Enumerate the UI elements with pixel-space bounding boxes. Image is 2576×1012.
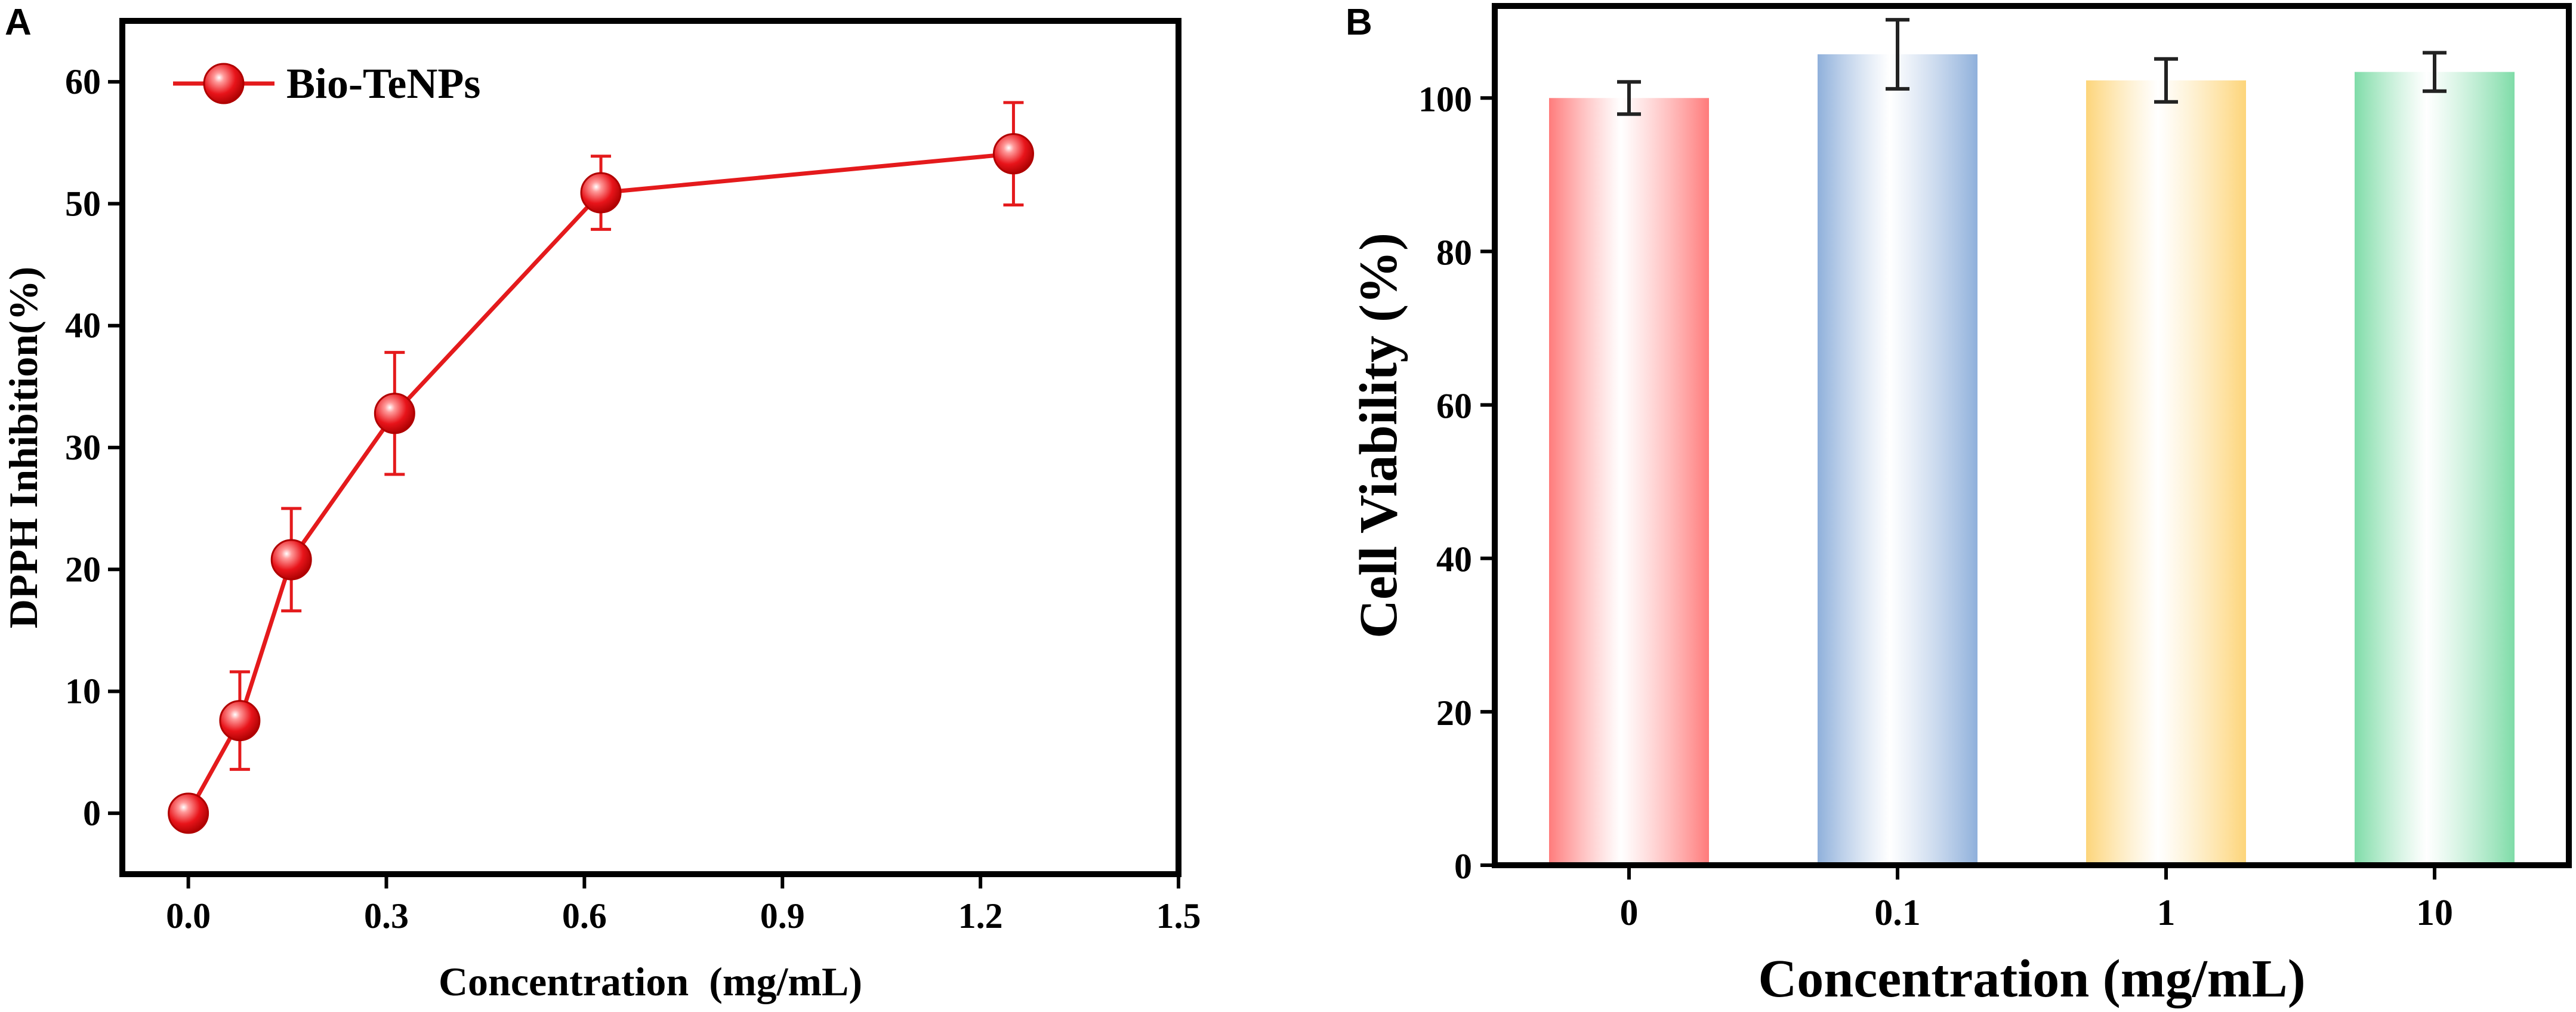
x-tick-label: 0.9 — [760, 896, 805, 936]
data-point — [270, 539, 312, 581]
panel-b-label: B — [1346, 2, 1372, 43]
y-tick-label: 30 — [65, 428, 101, 467]
y-tick-label: 0 — [1454, 847, 1472, 886]
data-point — [374, 393, 415, 434]
data-point — [219, 700, 261, 742]
bar — [1818, 54, 1977, 865]
y-tick-label: 0 — [83, 794, 101, 833]
panel-a-line-chart: A 0.0 0.3 0.6 0.9 1.2 1.5 0 10 20 30 40 50 60 Bio-T… — [1, 2, 1201, 1004]
panel-a-label: A — [5, 2, 32, 43]
bar — [2086, 80, 2246, 866]
x-tick-label: 10 — [2416, 893, 2453, 933]
x-tick-label: 0.6 — [562, 896, 607, 936]
y-tick-label: 10 — [65, 672, 101, 711]
x-tick-label: 0.3 — [364, 896, 409, 936]
y-tick-label: 20 — [65, 550, 101, 589]
legend: Bio-TeNPs — [173, 60, 480, 107]
x-tick-label: 1.2 — [958, 896, 1003, 936]
y-tick-label: 100 — [1418, 79, 1472, 119]
panel-a-error-bars — [229, 101, 1024, 771]
y-tick-label: 60 — [65, 62, 101, 101]
y-tick-label: 40 — [1436, 540, 1472, 579]
y-tick-label: 80 — [1436, 233, 1472, 272]
panel-b-plot-frame — [1492, 3, 2572, 868]
panel-a-y-axis: 0 10 20 30 40 50 60 — [65, 62, 122, 833]
panel-a-x-axis-title: Concentration (mg/mL) — [439, 959, 862, 1004]
panel-b-x-axis: 0 0.1 1 10 — [1620, 865, 2453, 933]
panel-a-y-axis-title: DPPH Inhibition(%) — [1, 267, 46, 628]
panel-b-x-axis-title: Concentration (mg/mL) — [1758, 949, 2305, 1008]
data-point — [168, 792, 209, 834]
y-tick-label: 60 — [1436, 387, 1472, 426]
panel-b-y-axis-title: Cell Viability (%) — [1349, 233, 1408, 638]
y-tick-label: 20 — [1436, 693, 1472, 733]
data-point — [580, 172, 622, 214]
bar — [2355, 72, 2515, 866]
panel-b-error-bars — [1617, 18, 2447, 116]
x-tick-label: 1 — [2157, 893, 2176, 933]
y-tick-label: 50 — [65, 184, 101, 223]
x-tick-label: 0 — [1620, 893, 1639, 933]
data-point — [992, 133, 1034, 175]
panel-b-bars — [1549, 54, 2515, 866]
x-tick-label: 0.0 — [166, 896, 211, 936]
legend-label: Bio-TeNPs — [286, 60, 480, 107]
panel-b-bar-chart: B 0 20 40 60 80 100 0 0.1 1 10 Concentration (mg… — [1346, 2, 2572, 1008]
legend-marker — [203, 63, 245, 104]
panel-a-markers — [168, 133, 1034, 834]
x-tick-label: 0.1 — [1874, 893, 1921, 933]
x-tick-label: 1.5 — [1156, 896, 1201, 936]
panel-a-x-axis: 0.0 0.3 0.6 0.9 1.2 1.5 — [166, 874, 1201, 936]
series-line-bio-tenps — [186, 152, 1014, 814]
y-tick-label: 40 — [65, 306, 101, 345]
bar — [1549, 98, 1709, 865]
panel-b-y-axis: 0 20 40 60 80 100 — [1418, 79, 1495, 886]
